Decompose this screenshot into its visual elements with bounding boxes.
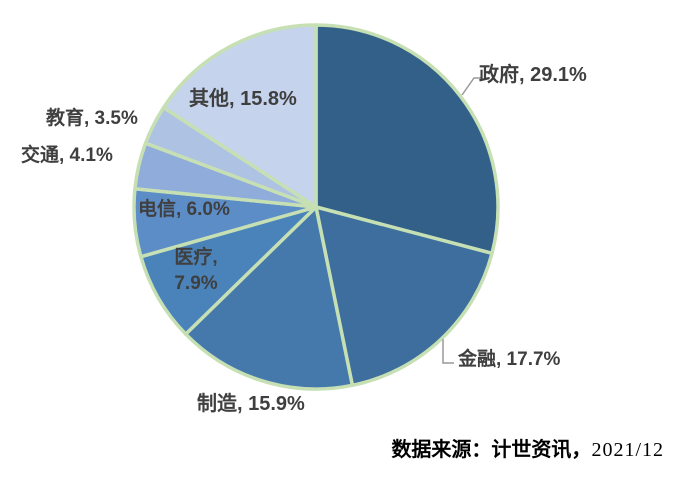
slice-label-transport: 交通, 4.1% bbox=[21, 145, 113, 166]
pie-slice-1 bbox=[314, 23, 500, 256]
slice-label-finance: 金融, 17.7% bbox=[458, 349, 561, 370]
leader-line-finance bbox=[442, 339, 454, 364]
source-note: 数据来源：计世资讯，2021/12 bbox=[391, 433, 664, 462]
pie-slice-2 bbox=[314, 205, 494, 388]
slice-label-telecom: 电信, 6.0% bbox=[138, 199, 230, 220]
slice-label-healthcare: 医疗, 7.9% bbox=[174, 247, 218, 294]
slice-label-other: 其他, 15.8% bbox=[189, 88, 297, 110]
leader-line-government bbox=[461, 77, 481, 96]
slice-label-manufacturing: 制造, 15.9% bbox=[197, 393, 305, 415]
slice-label-government: 政府, 29.1% bbox=[479, 64, 587, 86]
pie-slices bbox=[132, 23, 500, 391]
pie-slice-3 bbox=[183, 205, 355, 391]
pie-slice-8 bbox=[161, 23, 318, 209]
slice-label-education: 教育, 3.5% bbox=[46, 108, 138, 129]
source-note-date: 2021/12 bbox=[591, 439, 664, 461]
source-note-text: 数据来源：计世资讯， bbox=[391, 439, 592, 461]
